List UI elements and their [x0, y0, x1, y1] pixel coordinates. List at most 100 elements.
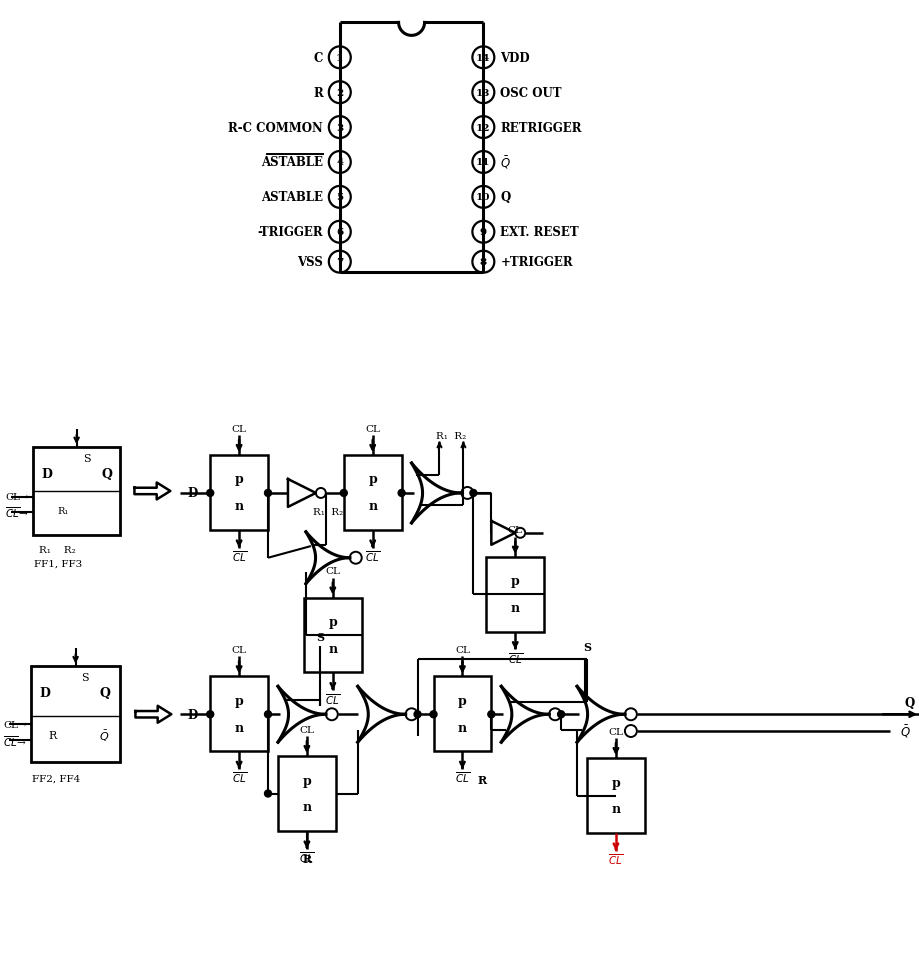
Text: CL→: CL→ — [6, 493, 28, 502]
Circle shape — [398, 490, 404, 497]
Circle shape — [265, 490, 271, 497]
Text: CL: CL — [232, 424, 246, 434]
Text: 13: 13 — [476, 89, 490, 97]
Text: 5: 5 — [335, 193, 343, 202]
Circle shape — [207, 490, 213, 497]
Text: R: R — [302, 854, 312, 864]
Text: p: p — [368, 473, 377, 486]
Text: +TRIGGER: +TRIGGER — [500, 256, 573, 269]
Circle shape — [557, 711, 564, 718]
Text: S: S — [81, 673, 88, 682]
Bar — [30, 667, 120, 762]
Text: $\overline{CL}$: $\overline{CL}$ — [607, 852, 623, 866]
Bar — [210, 677, 267, 751]
Text: FF2, FF4: FF2, FF4 — [31, 774, 80, 782]
Text: $\overline{CL}$: $\overline{CL}$ — [232, 770, 246, 784]
Text: R: R — [477, 774, 486, 784]
Text: D: D — [40, 686, 51, 700]
Text: D: D — [187, 708, 198, 721]
Circle shape — [471, 82, 494, 104]
Circle shape — [471, 221, 494, 243]
Circle shape — [471, 117, 494, 139]
Text: $\overline{CL}$: $\overline{CL}$ — [365, 549, 380, 563]
Text: EXT. RESET: EXT. RESET — [500, 226, 578, 239]
Text: p: p — [234, 473, 244, 486]
Text: 1: 1 — [335, 53, 343, 63]
Text: 9: 9 — [480, 228, 486, 237]
Text: p: p — [458, 694, 466, 707]
Bar — [486, 558, 543, 632]
Text: R: R — [49, 731, 57, 740]
Circle shape — [624, 708, 636, 720]
Circle shape — [624, 725, 636, 738]
Text: p: p — [234, 694, 244, 707]
Text: n: n — [234, 721, 244, 734]
Text: 7: 7 — [335, 258, 343, 267]
Circle shape — [325, 708, 337, 720]
Circle shape — [328, 187, 350, 209]
Text: 14: 14 — [476, 53, 490, 63]
Text: Q: Q — [101, 467, 112, 480]
Circle shape — [265, 790, 271, 797]
Text: CL: CL — [300, 725, 314, 734]
Circle shape — [461, 487, 473, 499]
Text: 12: 12 — [476, 124, 490, 132]
Text: $\overline{CL}$→: $\overline{CL}$→ — [4, 733, 27, 748]
Text: $\bar{Q}$: $\bar{Q}$ — [99, 728, 109, 743]
Text: FF1, FF3: FF1, FF3 — [33, 558, 82, 568]
Text: n: n — [234, 500, 244, 513]
Text: 3: 3 — [335, 124, 343, 132]
Text: CL: CL — [325, 567, 340, 576]
Text: Q: Q — [903, 696, 914, 709]
Text: D: D — [41, 467, 52, 480]
Circle shape — [515, 528, 525, 538]
Text: 4: 4 — [335, 158, 343, 168]
Text: R₁: R₁ — [57, 506, 68, 516]
Text: S: S — [83, 454, 90, 463]
Text: 8: 8 — [480, 258, 486, 267]
Text: S: S — [315, 631, 323, 642]
Text: p: p — [611, 776, 619, 789]
Text: OSC OUT: OSC OUT — [500, 87, 562, 99]
Text: CL: CL — [455, 645, 470, 655]
Bar — [303, 598, 361, 673]
Text: $\overline{CL}$: $\overline{CL}$ — [299, 849, 314, 864]
Text: VSS: VSS — [297, 256, 323, 269]
Text: VDD: VDD — [500, 51, 529, 65]
Text: n: n — [510, 601, 519, 615]
Circle shape — [471, 187, 494, 209]
Text: ASTABLE: ASTABLE — [261, 192, 323, 204]
Text: p: p — [510, 575, 519, 588]
Text: $\overline{CL}$→: $\overline{CL}$→ — [6, 505, 28, 519]
Text: CL: CL — [365, 424, 380, 434]
Circle shape — [328, 152, 350, 173]
Text: n: n — [368, 500, 377, 513]
Bar — [433, 677, 491, 751]
Text: ASTABLE: ASTABLE — [261, 156, 323, 170]
Text: R₁    R₂: R₁ R₂ — [40, 546, 76, 555]
Text: Q: Q — [99, 686, 110, 700]
Circle shape — [414, 711, 421, 718]
Text: $\overline{CL}$: $\overline{CL}$ — [325, 691, 340, 706]
Text: $\overline{CL}$: $\overline{CL}$ — [232, 549, 246, 563]
Text: R-C COMMON: R-C COMMON — [228, 121, 323, 134]
Circle shape — [429, 711, 437, 718]
Text: S: S — [583, 641, 590, 652]
Text: n: n — [611, 802, 619, 816]
Circle shape — [328, 117, 350, 139]
Text: RETRIGGER: RETRIGGER — [500, 121, 581, 134]
Circle shape — [328, 82, 350, 104]
Circle shape — [349, 552, 361, 564]
Text: R: R — [312, 87, 323, 99]
Circle shape — [471, 48, 494, 70]
Text: p: p — [302, 774, 311, 787]
Bar — [278, 757, 335, 831]
Circle shape — [471, 252, 494, 274]
Circle shape — [207, 711, 213, 718]
Text: 2: 2 — [335, 89, 343, 97]
Text: -TRIGGER: -TRIGGER — [257, 226, 323, 239]
Text: CL→: CL→ — [3, 720, 27, 729]
Text: R₁  R₂: R₁ R₂ — [436, 431, 466, 440]
Bar — [344, 456, 402, 530]
Bar — [33, 448, 120, 536]
